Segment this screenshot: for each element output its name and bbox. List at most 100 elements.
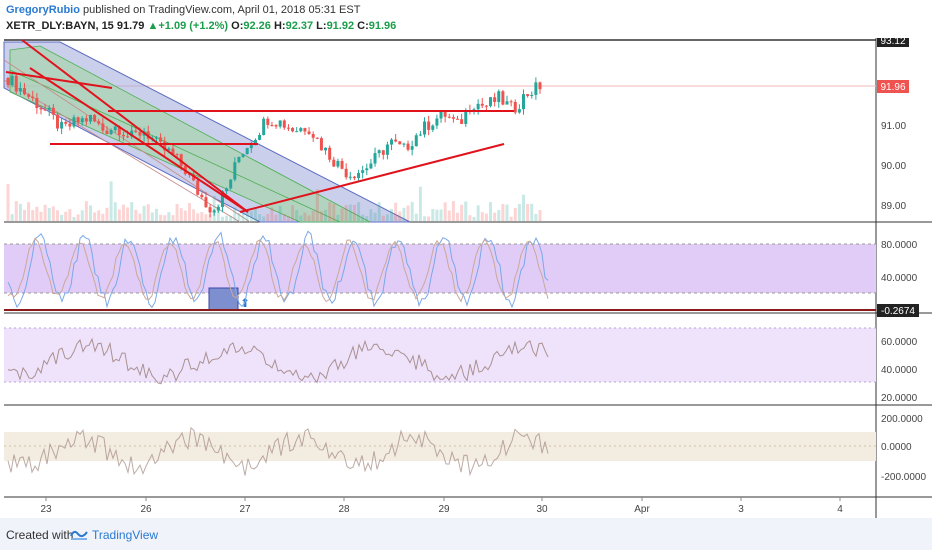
- candle-body: [480, 103, 484, 106]
- pitchfork-line: [3, 79, 241, 223]
- volume-bar: [324, 209, 328, 221]
- volume-bar: [208, 214, 212, 221]
- volume-bar: [196, 213, 200, 221]
- volume-bar: [315, 189, 319, 221]
- highlight-box[interactable]: [208, 287, 239, 311]
- candle-body: [282, 120, 286, 128]
- candle-body: [522, 94, 526, 110]
- candle-body: [385, 144, 389, 155]
- candle-body: [76, 117, 80, 123]
- stoch-k-line: [7, 230, 549, 309]
- volume-bar: [369, 209, 373, 221]
- candle-body: [418, 134, 422, 136]
- candle-body: [171, 148, 175, 155]
- candle-body: [167, 148, 171, 151]
- volume-bar: [357, 202, 361, 221]
- time-label: 30: [536, 504, 548, 515]
- candle-body: [410, 146, 414, 150]
- volume-bar: [311, 210, 315, 221]
- close-value: 91.96: [368, 20, 397, 32]
- candle-body: [88, 114, 92, 122]
- candle-body: [109, 130, 113, 135]
- volume-bar: [84, 201, 88, 221]
- candle-body: [369, 163, 373, 169]
- close-label: C:: [357, 20, 369, 32]
- volume-bar: [348, 204, 352, 221]
- high-value: 92.37: [285, 20, 314, 32]
- candle-body: [220, 191, 224, 208]
- volume-bar: [88, 205, 92, 221]
- volume-bar: [303, 212, 307, 221]
- candle-body: [464, 110, 468, 124]
- rising-trendline[interactable]: [239, 143, 505, 213]
- candle-body: [64, 121, 68, 124]
- candle-body: [390, 139, 394, 145]
- last-price: 91.79: [116, 20, 145, 32]
- volume-bar: [245, 211, 249, 221]
- time-axis[interactable]: 23 26 27 28 29 30 Apr 3 4: [40, 497, 843, 515]
- up-arrow-icon: ▲: [147, 20, 159, 32]
- volume-bar: [253, 208, 257, 221]
- tradingview-link[interactable]: TradingView: [92, 528, 159, 542]
- candle-body: [249, 145, 253, 149]
- volume-bar: [468, 215, 472, 221]
- candlestick-series[interactable]: [6, 72, 542, 218]
- candle-body: [484, 105, 488, 107]
- chart-canvas[interactable]: 93.12 91.96 91.00 90.00 89.00 ⬆ 80.0000 …: [0, 38, 932, 518]
- candle-body: [47, 107, 51, 111]
- candle-body: [381, 150, 385, 155]
- candle-body: [340, 160, 344, 169]
- volume-bar: [530, 203, 534, 221]
- candle-body: [55, 114, 59, 129]
- candle-body: [126, 136, 130, 138]
- candle-body: [394, 139, 398, 142]
- stoch-band: [4, 244, 876, 293]
- candle-body: [319, 138, 323, 151]
- volume-bar: [212, 195, 216, 221]
- time-label: 27: [239, 504, 251, 515]
- volume-bar: [266, 213, 270, 221]
- candle-body: [196, 180, 200, 195]
- volume-bar: [72, 216, 76, 221]
- volume-bar: [130, 202, 134, 221]
- volume-bar: [175, 204, 179, 221]
- volume-bar: [534, 213, 538, 221]
- candle-body: [6, 78, 10, 85]
- candle-body: [361, 170, 365, 173]
- candle-body: [84, 118, 88, 122]
- candle-body: [245, 148, 249, 155]
- candle-body: [105, 130, 109, 135]
- publish-line: GregoryRubio published on TradingView.co…: [6, 4, 360, 16]
- volume-bar: [476, 205, 480, 221]
- volume-bar: [105, 207, 109, 221]
- candle-body: [509, 101, 513, 103]
- candle-body: [60, 121, 64, 129]
- candle-body: [200, 194, 204, 198]
- volume-bar: [220, 216, 224, 221]
- candle-body: [163, 141, 167, 151]
- volume-bar: [377, 202, 381, 221]
- candle-body: [307, 131, 311, 134]
- trendline-down-2[interactable]: [29, 67, 249, 213]
- volume-bar: [146, 204, 150, 221]
- volume-bar: [501, 203, 505, 221]
- volume-bar: [138, 213, 142, 221]
- candle-body: [121, 134, 125, 137]
- volume-bar: [121, 204, 125, 221]
- volume-bar: [241, 210, 245, 221]
- candle-body: [266, 118, 270, 125]
- volume-bar: [278, 205, 282, 221]
- volume-bar: [274, 214, 278, 221]
- volume-bar: [431, 209, 435, 221]
- candle-body: [286, 127, 290, 129]
- candle-body: [130, 130, 134, 137]
- volume-bar: [225, 215, 229, 221]
- author-link[interactable]: GregoryRubio: [6, 4, 80, 16]
- volume-bar: [134, 209, 138, 221]
- green-channel[interactable]: [9, 45, 371, 223]
- trendline-down-1[interactable]: [21, 39, 249, 213]
- trendline-top[interactable]: [5, 71, 113, 89]
- volume-bar: [381, 215, 385, 221]
- volume-bar: [159, 214, 163, 221]
- stoch-tick: 80.0000: [881, 240, 918, 251]
